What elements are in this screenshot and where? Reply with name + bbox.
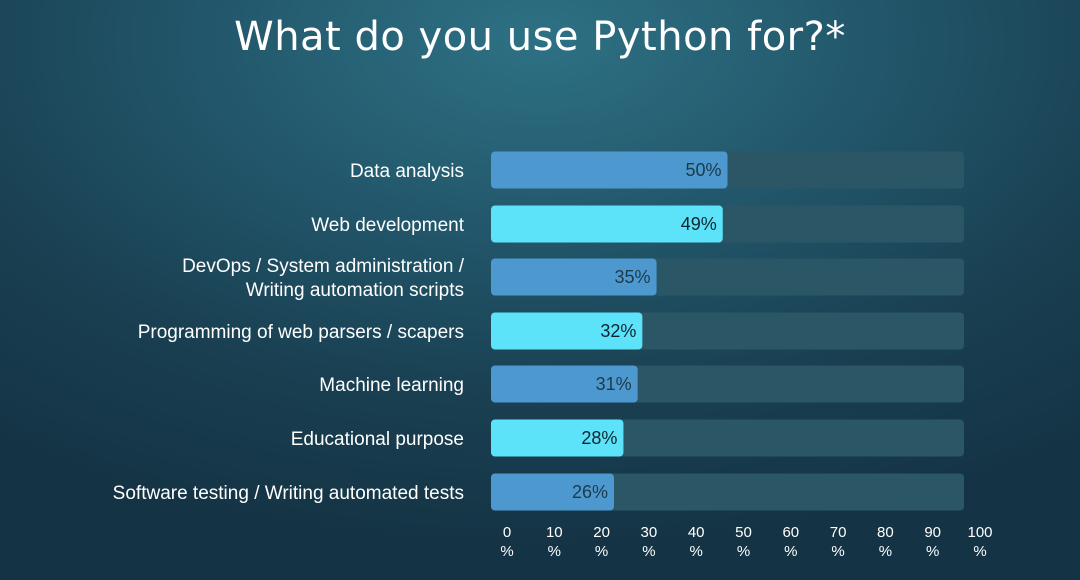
x-tick-label-line: 60 bbox=[782, 524, 799, 541]
chart-title: What do you use Python for?* bbox=[234, 14, 846, 60]
x-axis-ticks: 0 %10 %20 %30 %40 %50 %60 %70 %80 %90 %100% bbox=[500, 524, 992, 560]
category-label-line: DevOps / System administration / bbox=[182, 256, 465, 277]
x-tick-label-line: % bbox=[737, 543, 750, 560]
category-label-line: Machine learning bbox=[319, 375, 464, 396]
bar bbox=[491, 312, 643, 350]
x-tick-label-line: 80 bbox=[877, 524, 894, 541]
x-tick-label: 50% bbox=[735, 524, 752, 560]
x-tick-label-line: % bbox=[926, 543, 939, 560]
category-label: Machine learning bbox=[319, 375, 464, 396]
bar bbox=[491, 205, 723, 243]
category-label: Software testing / Writing automated tes… bbox=[113, 483, 464, 504]
category-label-line: Software testing / Writing automated tes… bbox=[113, 483, 464, 504]
category-label: Web development bbox=[311, 215, 465, 236]
value-label: 50% bbox=[685, 160, 721, 180]
bar bbox=[491, 258, 657, 296]
category-label: DevOps / System administration / Writing … bbox=[182, 256, 465, 301]
value-label: 31% bbox=[596, 374, 632, 394]
bar bbox=[491, 419, 624, 457]
x-tick-label: 20% bbox=[593, 524, 610, 560]
category-label-line: Web development bbox=[311, 215, 465, 236]
x-tick-label: 0% bbox=[500, 524, 513, 560]
x-tick-label: 60% bbox=[782, 524, 799, 560]
value-labels: 50% 49% 35% 32% 31% 28% 26% bbox=[572, 160, 722, 502]
x-tick-label: 40% bbox=[688, 524, 705, 560]
x-tick-label-line: 70 bbox=[830, 524, 847, 541]
x-tick-label-line: % bbox=[879, 543, 892, 560]
x-tick-label-line: % bbox=[548, 543, 561, 560]
x-tick-label-line: % bbox=[642, 543, 655, 560]
category-label: Data analysis bbox=[350, 161, 464, 182]
category-label-line: Data analysis bbox=[350, 161, 464, 182]
x-tick-label: 80% bbox=[877, 524, 894, 560]
x-tick-label-line: % bbox=[500, 543, 513, 560]
category-label: Educational purpose bbox=[291, 429, 464, 450]
bars bbox=[491, 151, 728, 511]
x-tick-label-line: 20 bbox=[593, 524, 610, 541]
value-label: 28% bbox=[581, 428, 617, 448]
x-tick-label: 10% bbox=[546, 524, 563, 560]
x-tick-label-line: 50 bbox=[735, 524, 752, 541]
x-tick-label-line: 40 bbox=[688, 524, 705, 541]
value-label: 26% bbox=[572, 482, 608, 502]
value-label: 32% bbox=[600, 321, 636, 341]
x-tick-label: 70% bbox=[830, 524, 847, 560]
value-label: 35% bbox=[615, 267, 651, 287]
x-tick-label-line: % bbox=[784, 543, 797, 560]
category-label-line: Educational purpose bbox=[291, 429, 464, 450]
bar bbox=[491, 473, 614, 511]
category-label-line: Writing automation scripts bbox=[246, 280, 464, 301]
value-label: 49% bbox=[681, 214, 717, 234]
bar bbox=[491, 151, 728, 189]
bar bbox=[491, 365, 638, 403]
x-tick-label-line: 90 bbox=[924, 524, 941, 541]
x-tick-label-line: 0 bbox=[503, 524, 511, 541]
x-tick-label: 100% bbox=[967, 524, 992, 560]
x-tick-label: 30% bbox=[641, 524, 658, 560]
x-tick-label-line: 30 bbox=[641, 524, 658, 541]
x-tick-label-line: % bbox=[595, 543, 608, 560]
x-tick-label-line: 10 bbox=[546, 524, 563, 541]
category-label-line: Programming of web parsers / scapers bbox=[138, 322, 464, 343]
x-tick-label-line: 100 bbox=[967, 524, 992, 541]
category-label: Programming of web parsers / scapers bbox=[138, 322, 464, 343]
x-tick-label: 90% bbox=[924, 524, 941, 560]
x-tick-label-line: % bbox=[690, 543, 703, 560]
x-tick-label-line: % bbox=[973, 543, 986, 560]
category-labels: Data analysis Web development DevOps / Sys… bbox=[113, 161, 465, 504]
x-tick-label-line: % bbox=[831, 543, 844, 560]
